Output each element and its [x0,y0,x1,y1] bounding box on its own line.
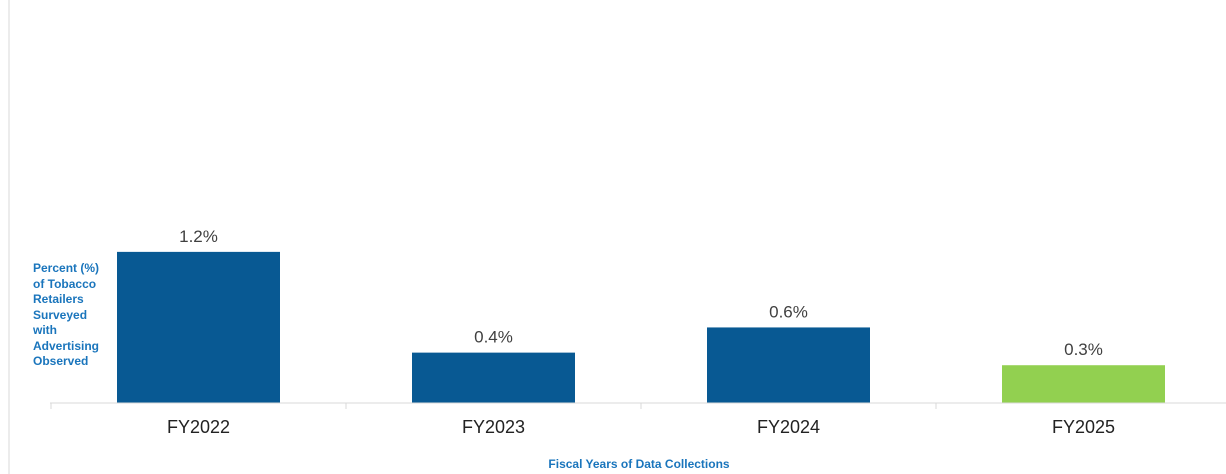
x-tick-label-fy2022: FY2022 [167,417,230,437]
data-label-fy2024: 0.6% [769,302,808,321]
y-axis-label-line: Surveyed [33,307,88,322]
bar-fy2024 [707,327,870,403]
x-axis-label: Fiscal Years of Data Collections [548,457,730,471]
bar-fy2025 [1002,365,1165,403]
y-axis-label-line: Percent (%) [33,261,100,275]
y-axis-label-line: Advertising [33,338,100,353]
bars-group [117,251,1165,403]
y-axis-label: Percent (%) of Tobacco Retailers Surveyed wi… [33,261,113,370]
y-axis-label-line: of Tobacco [33,276,97,291]
labels-group: 1.2% FY2022 0.4% FY2023 0.6% FY2024 0.3% FY2025 [167,227,1115,437]
bar-fy2022 [117,251,280,403]
x-tick-label-fy2024: FY2024 [757,417,820,437]
x-tick-label-fy2023: FY2023 [462,417,525,437]
bar-fy2023 [412,352,575,403]
x-ticks-group [50,403,937,409]
data-label-fy2022: 1.2% [179,227,218,246]
y-axis-label-line: Observed [33,354,89,368]
y-axis-label-line: with [33,323,57,337]
x-tick-label-fy2025: FY2025 [1052,417,1115,437]
data-label-fy2025: 0.3% [1064,340,1103,359]
data-label-fy2023: 0.4% [474,328,513,347]
y-axis-label-line: Retailers [33,292,84,306]
